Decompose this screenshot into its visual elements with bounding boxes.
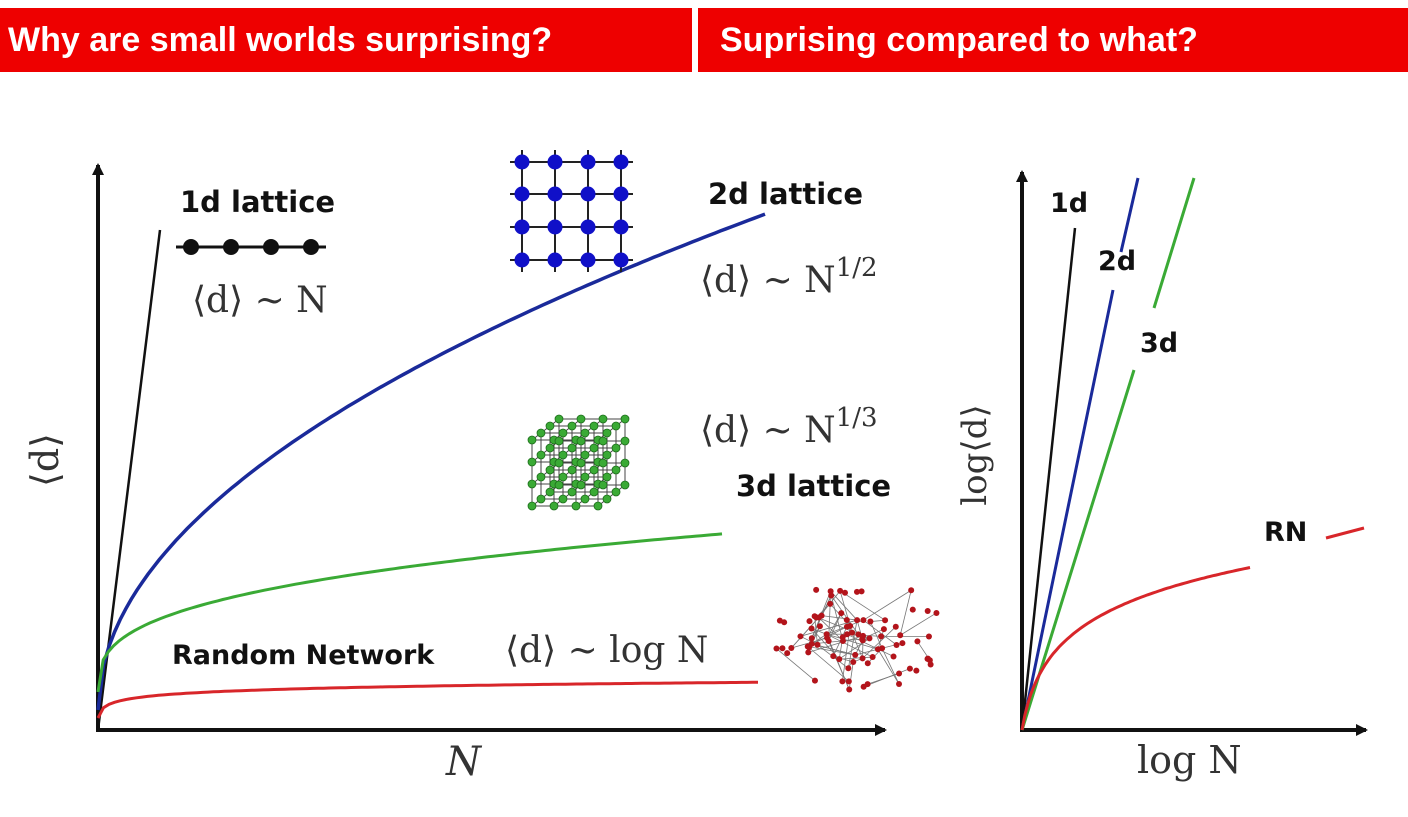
series-line-1d	[1020, 227, 1077, 731]
series-label-1d-lattice: 1d lattice	[180, 185, 335, 219]
formula-2d: ⟨d⟩ ~ N1/2	[700, 253, 878, 301]
3d-lattice-icon	[527, 414, 630, 511]
header-right-title: Suprising compared to what?	[698, 8, 1408, 72]
series-label-3d-lattice: 3d lattice	[736, 469, 891, 503]
series-label-2d-lattice: 2d lattice	[708, 177, 863, 211]
series-line-2d	[1020, 177, 1140, 731]
formula-1d: ⟨d⟩ ~ N	[192, 280, 328, 321]
series-line-rn-tail	[1325, 526, 1365, 540]
right-x-axis-label: log N	[1137, 738, 1242, 782]
left-x-axis-label: N	[445, 739, 483, 785]
series-line-2d-lattice	[96, 212, 766, 711]
header-right-text: Suprising compared to what?	[720, 20, 1198, 59]
formula-random-network: ⟨d⟩ ~ log N	[505, 630, 708, 671]
formula-2d-exponent: 1/2	[836, 253, 878, 283]
right-y-axis-label: log⟨d⟩	[955, 404, 995, 505]
series-line-random-network	[96, 680, 758, 719]
formula-3d: ⟨d⟩ ~ N1/3	[700, 403, 878, 451]
series-label-1d: 1d	[1050, 188, 1088, 219]
formula-2d-base: ⟨d⟩ ~ N	[700, 260, 836, 301]
2d-lattice-icon	[510, 150, 633, 272]
header-left-text: Why are small worlds surprising?	[8, 20, 553, 59]
series-label-3d: 3d	[1140, 328, 1178, 359]
formula-3d-base: ⟨d⟩ ~ N	[700, 410, 836, 451]
series-line-3d-lattice	[96, 532, 723, 693]
series-label-2d: 2d	[1098, 246, 1136, 277]
formula-3d-exponent: 1/3	[836, 403, 878, 433]
left-y-axis-label: ⟨d⟩	[23, 433, 67, 487]
left-chart: 1d lattice 2d lattice 3d lattice Random …	[23, 150, 940, 785]
series-label-rn: RN	[1264, 517, 1307, 548]
random-network-icon	[773, 586, 940, 693]
series-line-rn	[1020, 566, 1251, 731]
right-chart: 1d 2d 3d RN log N log⟨d⟩	[955, 170, 1368, 782]
header-left-title: Why are small worlds surprising?	[0, 8, 692, 72]
series-label-random-network: Random Network	[172, 640, 435, 671]
1d-lattice-icon	[176, 239, 326, 255]
